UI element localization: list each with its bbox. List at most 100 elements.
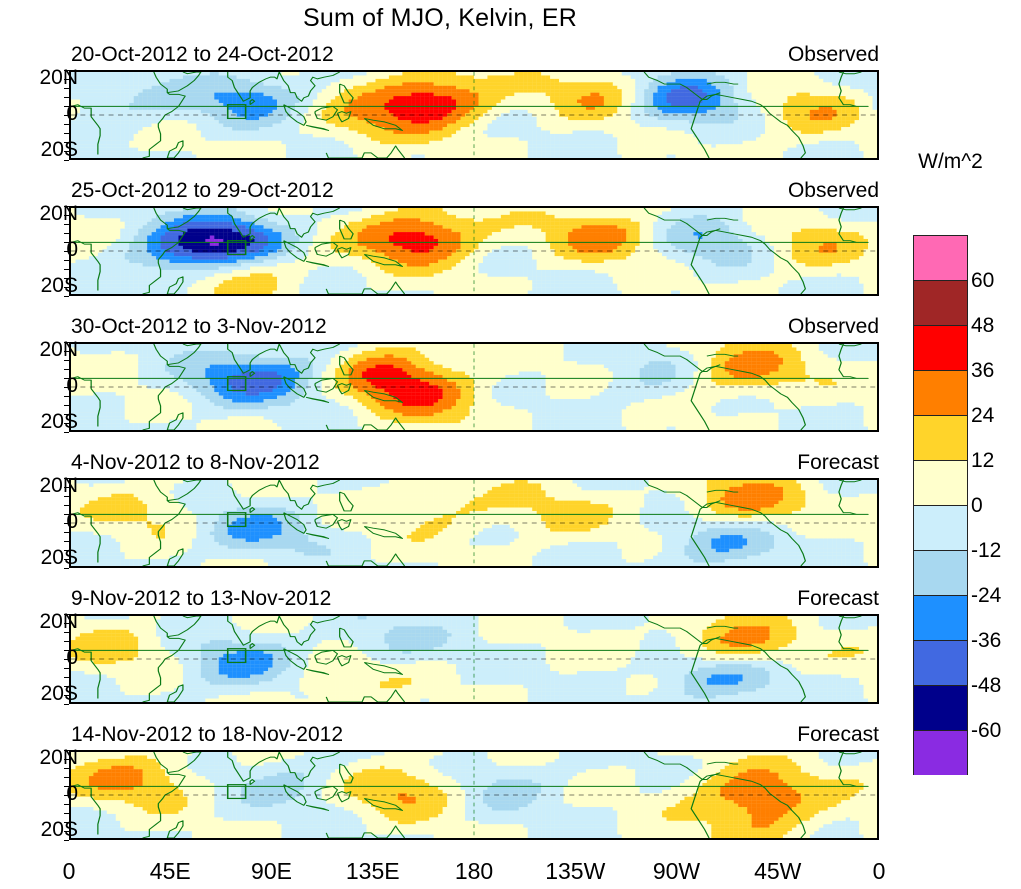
y-tick-mark xyxy=(64,695,69,696)
map-panel-2 xyxy=(69,206,879,296)
x-tick-0: 0 xyxy=(63,858,76,885)
y-tick-mark xyxy=(64,269,69,270)
y-tick-mark xyxy=(64,287,69,288)
coastlines xyxy=(71,72,869,158)
coastlines xyxy=(71,208,869,294)
index-box xyxy=(226,376,247,392)
y-tick-2-2: 20S xyxy=(8,274,78,298)
y-tick-mark xyxy=(64,278,69,279)
coastlines xyxy=(71,752,869,838)
page-title: Sum of MJO, Kelvin, ER xyxy=(0,4,880,33)
y-tick-3-2: 20S xyxy=(8,410,78,434)
x-tick-2: 90E xyxy=(251,858,292,885)
y-tick-mark xyxy=(64,296,69,297)
colorbar-band-5 xyxy=(913,460,968,505)
panel-status-2: Observed xyxy=(788,179,879,203)
colorbar-band-2 xyxy=(913,325,968,370)
y-tick-mark xyxy=(64,369,69,370)
y-tick-mark xyxy=(64,686,69,687)
panel-date-range-5: 9-Nov-2012 to 13-Nov-2012 xyxy=(71,587,331,611)
y-tick-mark xyxy=(64,659,69,660)
y-tick-mark xyxy=(64,541,69,542)
y-tick-mark xyxy=(64,233,69,234)
x-axis: 0 45E 90E 135E 180 135W 90W 45W 0 xyxy=(0,858,1021,888)
y-tick-1-1: 0 xyxy=(8,102,78,126)
y-tick-mark xyxy=(64,487,69,488)
coastlines xyxy=(71,344,869,430)
panel-date-range-6: 14-Nov-2012 to 18-Nov-2012 xyxy=(71,723,343,747)
colorbar-units: W/m^2 xyxy=(880,150,1021,174)
y-tick-mark xyxy=(64,804,69,805)
coastlines xyxy=(71,480,869,566)
y-tick-6-1: 0 xyxy=(8,782,78,806)
panel-status-5: Forecast xyxy=(797,587,879,611)
y-tick-mark xyxy=(64,568,69,569)
y-tick-mark xyxy=(64,160,69,161)
colorbar-band-4 xyxy=(913,415,968,460)
y-tick-2-1: 0 xyxy=(8,238,78,262)
y-tick-mark xyxy=(64,668,69,669)
y-tick-4-2: 20S xyxy=(8,546,78,570)
y-tick-mark xyxy=(64,387,69,388)
colorbar-tick-0: 60 xyxy=(971,270,994,291)
colorbar-tick-8: -36 xyxy=(971,630,1001,651)
colorbar-tick-3: 24 xyxy=(971,405,994,426)
panel-status-6: Forecast xyxy=(797,723,879,747)
y-tick-1-2: 20S xyxy=(8,138,78,162)
x-tick-3: 135E xyxy=(346,858,400,885)
y-tick-mark xyxy=(64,97,69,98)
y-tick-mark xyxy=(64,351,69,352)
y-tick-4-1: 0 xyxy=(8,510,78,534)
y-tick-mark xyxy=(64,206,69,207)
y-tick-mark xyxy=(64,532,69,533)
index-box xyxy=(226,240,247,256)
colorbar-tick-9: -48 xyxy=(971,675,1001,696)
y-tick-mark xyxy=(64,432,69,433)
contour-fill xyxy=(71,616,877,702)
y-tick-5-1: 0 xyxy=(8,646,78,670)
y-tick-mark xyxy=(64,559,69,560)
colorbar-band-11 xyxy=(913,730,968,775)
y-tick-mark xyxy=(64,704,69,705)
map-panel-4 xyxy=(69,478,879,568)
y-tick-5-0: 20N xyxy=(8,610,78,634)
y-tick-mark xyxy=(64,677,69,678)
y-tick-4-0: 20N xyxy=(8,474,78,498)
y-tick-mark xyxy=(64,795,69,796)
colorbar-band-9 xyxy=(913,640,968,685)
y-tick-mark xyxy=(64,251,69,252)
colorbar-band-6 xyxy=(913,505,968,550)
y-tick-mark xyxy=(64,750,69,751)
colorbar-tick-4: 12 xyxy=(971,450,994,471)
colorbar-tick-2: 36 xyxy=(971,360,994,381)
y-tick-mark xyxy=(64,614,69,615)
contour-fill xyxy=(71,208,877,294)
y-tick-mark xyxy=(64,777,69,778)
index-box xyxy=(226,784,247,800)
contour-fill xyxy=(71,480,877,566)
y-tick-mark xyxy=(64,405,69,406)
colorbar-tick-5: 0 xyxy=(971,495,983,516)
y-tick-mark xyxy=(64,414,69,415)
x-tick-1: 45E xyxy=(150,858,191,885)
colorbar-tick-6: -12 xyxy=(971,540,1001,561)
map-panel-3 xyxy=(69,342,879,432)
panel-date-range-1: 20-Oct-2012 to 24-Oct-2012 xyxy=(71,43,334,67)
coastlines xyxy=(71,616,869,702)
y-tick-mark xyxy=(64,822,69,823)
colorbar-tick-10: -60 xyxy=(971,720,1001,741)
y-tick-mark xyxy=(64,641,69,642)
y-tick-mark xyxy=(64,759,69,760)
y-tick-6-0: 20N xyxy=(8,746,78,770)
colorbar-tick-7: -24 xyxy=(971,585,1001,606)
y-tick-mark xyxy=(64,70,69,71)
y-tick-mark xyxy=(64,496,69,497)
index-box xyxy=(226,512,247,528)
y-tick-mark xyxy=(64,423,69,424)
panel-date-range-4: 4-Nov-2012 to 8-Nov-2012 xyxy=(71,451,320,475)
y-tick-mark xyxy=(64,242,69,243)
y-tick-mark xyxy=(64,478,69,479)
panel-date-range-2: 25-Oct-2012 to 29-Oct-2012 xyxy=(71,179,334,203)
y-tick-mark xyxy=(64,505,69,506)
contour-fill xyxy=(71,344,877,430)
